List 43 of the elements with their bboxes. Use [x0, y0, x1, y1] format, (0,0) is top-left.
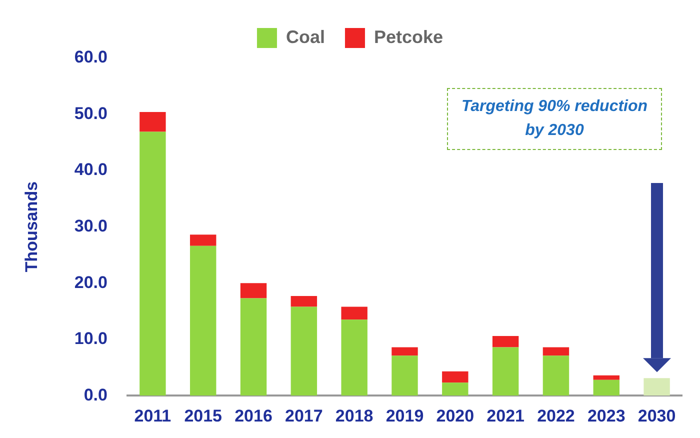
y-tick-label: 30.0 — [74, 216, 108, 236]
x-tick-label: 2018 — [335, 406, 374, 426]
y-tick-label: 0.0 — [84, 385, 108, 404]
legend-label: Petcoke — [374, 26, 444, 47]
x-tick-label: 2015 — [184, 406, 222, 426]
y-tick-label: 50.0 — [74, 104, 108, 123]
bar — [442, 382, 468, 396]
y-tick-label: 40.0 — [74, 160, 108, 180]
bar — [392, 347, 418, 356]
annotation: Targeting 90% reduction by 2030 — [447, 88, 662, 150]
bar — [190, 246, 216, 396]
bar — [190, 234, 216, 246]
bar — [644, 378, 670, 396]
y-tick-label: 10.0 — [74, 329, 108, 348]
y-tick-label: 60.0 — [74, 48, 108, 67]
x-tick-label: 2017 — [285, 406, 323, 426]
bar — [240, 283, 267, 298]
y-tick-label: 20.0 — [74, 272, 108, 292]
bar — [240, 298, 267, 396]
bar — [140, 132, 166, 396]
bar — [290, 306, 318, 396]
bar — [442, 371, 468, 383]
x-tick-label: 2023 — [587, 406, 626, 426]
bar — [593, 380, 620, 396]
bar — [542, 356, 570, 396]
x-tick-label: 2021 — [486, 406, 524, 426]
x-tick-label: 2030 — [638, 406, 676, 426]
bar — [341, 320, 368, 396]
bar — [542, 347, 570, 356]
x-tick-label: 2022 — [537, 406, 575, 426]
bar — [492, 347, 519, 396]
bar — [392, 356, 418, 396]
legend-label: Coal — [286, 26, 325, 47]
x-tick-label: 2011 — [134, 406, 172, 426]
bar — [492, 336, 519, 348]
bar — [290, 296, 318, 307]
bar — [140, 112, 166, 132]
y-axis-title: Thousands — [22, 181, 41, 272]
x-tick-label: 2016 — [234, 406, 272, 426]
bar — [593, 375, 620, 380]
bar — [341, 306, 368, 320]
x-tick-label: 2019 — [386, 406, 424, 426]
x-tick-label: 2020 — [436, 406, 474, 426]
